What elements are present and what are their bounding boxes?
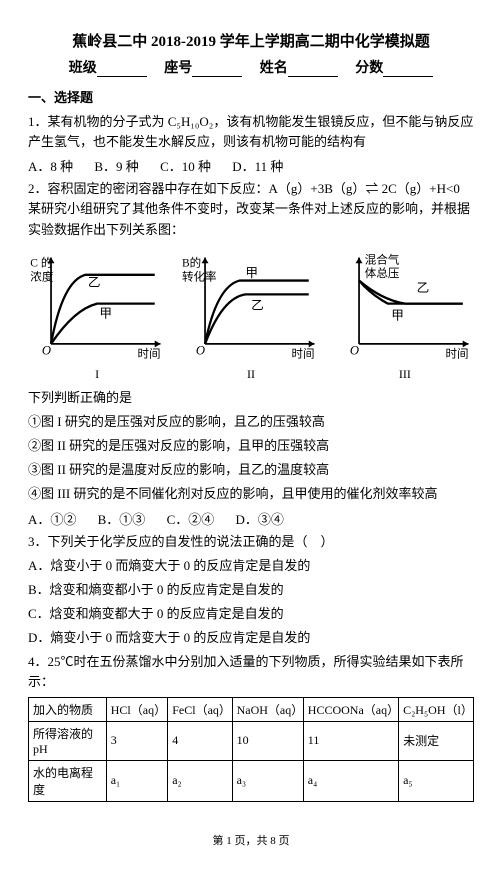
table-row: 水的电离程度 a₁ a₂ a₃ a₄ a₅ <box>29 760 474 801</box>
svg-text:时间: 时间 <box>291 347 314 360</box>
td: a₁ <box>106 760 168 801</box>
q2-stmt-2: ②图 II 研究的是压强对反应的影响，且甲的压强较高 <box>28 436 474 456</box>
td: 11 <box>303 721 398 760</box>
name-label: 姓名 <box>260 61 288 76</box>
q2-opt-a: A．①② <box>28 509 76 528</box>
q2-opt-b: B．①③ <box>98 509 146 528</box>
figure-2: B的 转化率 时间 O 甲 乙 II <box>182 246 320 382</box>
seat-label: 座号 <box>164 61 192 76</box>
name-blank[interactable] <box>288 63 338 77</box>
q3-opt-d: D．熵变小于 0 而焓变大于 0 的反应肯定是自发的 <box>28 628 474 648</box>
svg-text:O: O <box>196 343 205 357</box>
svg-text:O: O <box>42 343 51 357</box>
td: 未测定 <box>399 721 474 760</box>
svg-text:转化率: 转化率 <box>182 269 217 283</box>
svg-text:乙: 乙 <box>251 298 264 312</box>
q2-stmt-1: ①图 I 研究的是压强对反应的影响，且乙的压强较高 <box>28 412 474 432</box>
class-label: 班级 <box>69 61 97 76</box>
td: 水的电离程度 <box>29 760 107 801</box>
table-row: 所得溶液的 pH 3 4 10 11 未测定 <box>29 721 474 760</box>
svg-text:浓度: 浓度 <box>30 269 54 283</box>
q3-opt-a: A．焓变小于 0 而熵变大于 0 的反应肯定是自发的 <box>28 556 474 576</box>
q1-opt-a: A．8 种 <box>28 156 73 175</box>
td: 所得溶液的 pH <box>29 721 107 760</box>
score-label: 分数 <box>355 61 383 76</box>
score-blank[interactable] <box>383 63 433 77</box>
td: a₃ <box>232 760 303 801</box>
question-4-table: 加入的物质 HCl（aq） FeCl（aq） NaOH（aq） HCCOONa（… <box>28 697 474 802</box>
svg-text:乙: 乙 <box>416 281 429 295</box>
th-5: C₂H₅OH（l） <box>399 697 474 721</box>
q2-stmt-4: ④图 III 研究的是不同催化剂对反应的影响，且甲使用的催化剂效率较高 <box>28 484 474 504</box>
svg-text:B的: B的 <box>182 255 201 269</box>
seat-blank[interactable] <box>192 63 242 77</box>
td: a₂ <box>168 760 232 801</box>
figure-2-label: II <box>182 367 320 382</box>
svg-text:体总压: 体总压 <box>365 266 400 280</box>
figure-1: C 的 浓度 时间 O 乙 甲 I <box>28 246 166 382</box>
td: a₄ <box>303 760 398 801</box>
td: a₅ <box>399 760 474 801</box>
figure-1-label: I <box>28 367 166 382</box>
q2-opt-d: D．③④ <box>235 509 283 528</box>
q1-opt-c: C．10 种 <box>160 156 211 175</box>
td: 10 <box>232 721 303 760</box>
question-2-figures: C 的 浓度 时间 O 乙 甲 I B的 转化率 时间 O 甲 乙 II <box>28 246 474 382</box>
figure-3-label: III <box>336 367 474 382</box>
student-info-line: 班级 座号 姓名 分数 <box>28 57 474 77</box>
q3-opt-b: B．焓变和熵变都小于 0 的反应肯定是自发的 <box>28 580 474 600</box>
exam-title: 蕉岭县二中 2018-2019 学年上学期高二期中化学模拟题 <box>28 30 474 51</box>
svg-text:混合气: 混合气 <box>365 252 400 266</box>
svg-text:C 的: C 的 <box>30 255 52 269</box>
td: 4 <box>168 721 232 760</box>
svg-text:甲: 甲 <box>391 308 404 322</box>
svg-text:时间: 时间 <box>137 347 160 360</box>
question-2-text: 2．容积固定的密闭容器中存在如下反应：A（g）+3B（g）⇌ 2C（g）+H<0… <box>28 179 474 239</box>
th-2: FeCl（aq） <box>168 697 232 721</box>
q2-stmt-3: ③图 II 研究的是温度对反应的影响，且乙的温度较高 <box>28 460 474 480</box>
svg-text:时间: 时间 <box>445 347 468 360</box>
th-4: HCCOONa（aq） <box>303 697 398 721</box>
table-row: 加入的物质 HCl（aq） FeCl（aq） NaOH（aq） HCCOONa（… <box>29 697 474 721</box>
q1-opt-b: B．9 种 <box>94 156 138 175</box>
th-3: NaOH（aq） <box>232 697 303 721</box>
question-2-options: A．①② B．①③ C．②④ D．③④ <box>28 509 474 528</box>
page-footer: 第 1 页，共 8 页 <box>28 832 474 848</box>
th-1: HCl（aq） <box>106 697 168 721</box>
q3-opt-c: C．焓变和熵变都大于 0 的反应肯定是自发的 <box>28 604 474 624</box>
svg-text:甲: 甲 <box>245 266 258 280</box>
svg-text:O: O <box>350 343 359 357</box>
th-0: 加入的物质 <box>29 697 107 721</box>
question-3-text: 3．下列关于化学反应的自发性的说法正确的是（ ） <box>28 532 474 552</box>
figure-3: 混合气 体总压 时间 O 乙 甲 III <box>336 246 474 382</box>
q2-judge: 下列判断正确的是 <box>28 388 474 408</box>
q2-opt-c: C．②④ <box>167 509 215 528</box>
question-4-text: 4．25℃时在五份蒸馏水中分别加入适量的下列物质，所得实验结果如下表所示： <box>28 652 474 692</box>
section-1-heading: 一、选择题 <box>28 87 474 106</box>
td: 3 <box>106 721 168 760</box>
question-1-text: 1．某有机物的分子式为 C₅H₁₀O₂，该有机物能发生银镜反应，但不能与钠反应产… <box>28 112 474 152</box>
svg-text:乙: 乙 <box>88 275 101 289</box>
svg-text:甲: 甲 <box>99 306 112 320</box>
question-1-options: A．8 种 B．9 种 C．10 种 D．11 种 <box>28 156 474 175</box>
q1-opt-d: D．11 种 <box>232 156 283 175</box>
class-blank[interactable] <box>97 63 147 77</box>
